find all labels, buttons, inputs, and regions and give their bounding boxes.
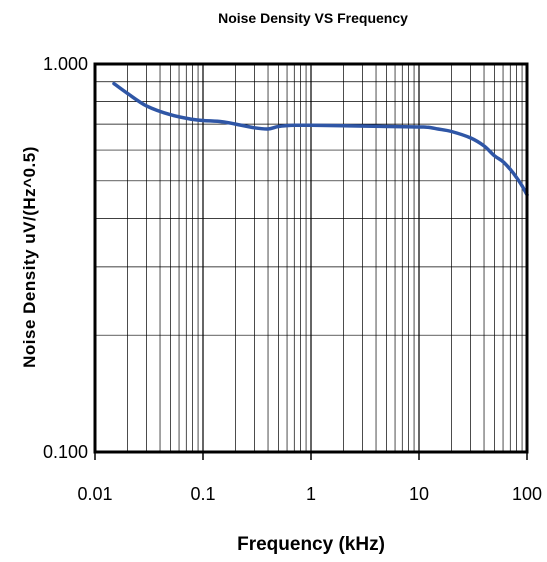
series-line: [112, 81, 529, 197]
x-tick-label: 0.01: [77, 484, 112, 504]
x-tick-label: 1: [306, 484, 316, 504]
y-axis-label: Noise Density uV/(Hz^0.5): [20, 146, 39, 368]
x-tick-label: 10: [409, 484, 429, 504]
x-tick-label: 100: [512, 484, 542, 504]
chart-title: Noise Density VS Frequency: [218, 10, 408, 26]
x-tick-label: 0.1: [190, 484, 215, 504]
y-tick-label: 0.100: [43, 442, 88, 462]
series-group: [112, 81, 529, 197]
x-axis-label: Frequency (kHz): [237, 534, 385, 555]
y-tick-label: 1.000: [43, 54, 88, 74]
plot-grid: [94, 64, 527, 452]
tick-labels: 0.01 0.1 1 10 100 0.100 1.000: [43, 54, 542, 504]
